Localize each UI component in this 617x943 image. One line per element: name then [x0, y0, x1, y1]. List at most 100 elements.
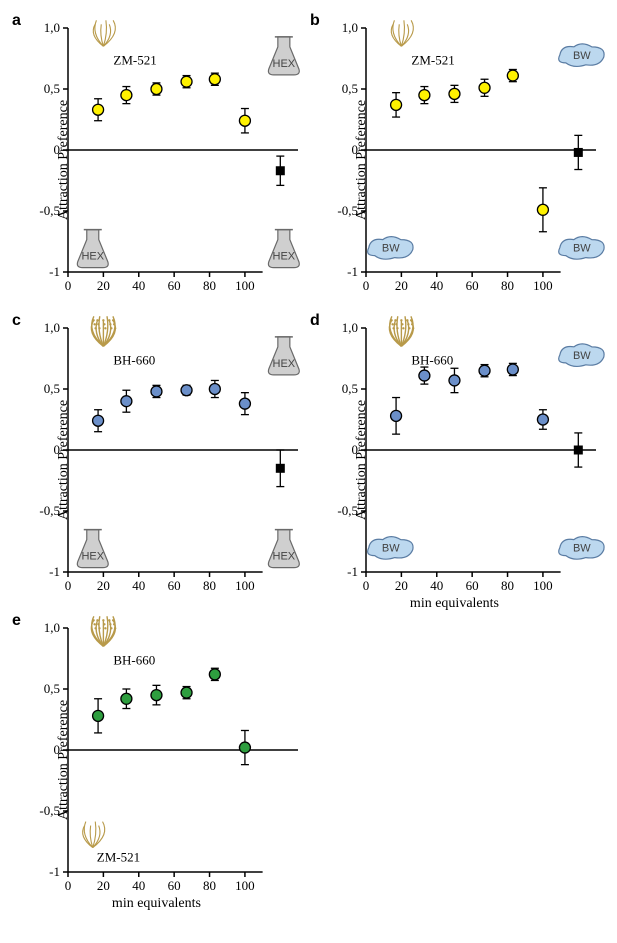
data-point — [93, 710, 104, 721]
svg-text:60: 60 — [466, 578, 479, 593]
data-point — [181, 385, 192, 396]
panel-b: bAttraction Preference-1-0,500,51,002040… — [308, 10, 606, 310]
svg-text:20: 20 — [97, 278, 110, 293]
panel-label: b — [310, 12, 320, 30]
data-point — [239, 398, 250, 409]
water-icon: BW — [559, 344, 604, 367]
svg-text:0: 0 — [363, 278, 370, 293]
control-point — [574, 446, 583, 455]
grass-icon — [91, 616, 116, 646]
svg-text:60: 60 — [168, 278, 181, 293]
data-point — [209, 74, 220, 85]
svg-text:BW: BW — [573, 543, 591, 555]
data-point — [151, 386, 162, 397]
svg-text:60: 60 — [168, 578, 181, 593]
svg-text:100: 100 — [235, 578, 255, 593]
svg-text:40: 40 — [132, 278, 145, 293]
data-point — [537, 414, 548, 425]
data-point — [419, 370, 430, 381]
flask-icon: HEX — [268, 530, 299, 568]
y-axis-label: Attraction Preference — [354, 100, 370, 220]
svg-text:0: 0 — [65, 578, 72, 593]
svg-text:1,0: 1,0 — [342, 320, 358, 335]
svg-text:100: 100 — [533, 578, 553, 593]
data-point — [151, 690, 162, 701]
x-axis-label: min equivalents — [112, 896, 201, 912]
svg-text:20: 20 — [97, 578, 110, 593]
svg-text:-1: -1 — [347, 564, 358, 579]
y-axis-label: Attraction Preference — [354, 400, 370, 520]
grass-icon — [93, 20, 115, 46]
data-point — [181, 687, 192, 698]
data-point — [479, 82, 490, 93]
water-icon: BW — [368, 237, 413, 260]
data-point — [209, 669, 220, 680]
water-icon: BW — [559, 44, 604, 67]
svg-text:1,0: 1,0 — [44, 620, 60, 635]
water-icon: BW — [559, 537, 604, 560]
y-axis-label: Attraction Preference — [56, 700, 72, 820]
svg-text:60: 60 — [466, 278, 479, 293]
panel-label: d — [310, 312, 320, 330]
svg-text:0,5: 0,5 — [342, 81, 358, 96]
svg-text:-1: -1 — [49, 564, 60, 579]
y-axis-label: Attraction Preference — [56, 400, 72, 520]
panel-label: e — [12, 612, 21, 630]
flask-icon: HEX — [268, 230, 299, 268]
series-label: BH-660 — [113, 652, 155, 667]
svg-text:0,5: 0,5 — [342, 381, 358, 396]
water-icon: BW — [559, 237, 604, 260]
data-point — [449, 88, 460, 99]
data-point — [181, 76, 192, 87]
y-axis-label: Attraction Preference — [56, 100, 72, 220]
svg-text:40: 40 — [132, 878, 145, 893]
svg-text:BW: BW — [573, 243, 591, 255]
control-point — [276, 166, 285, 175]
svg-text:0: 0 — [363, 578, 370, 593]
svg-text:100: 100 — [235, 278, 255, 293]
series-label: ZM-521 — [113, 52, 156, 67]
data-point — [121, 693, 132, 704]
svg-text:80: 80 — [203, 278, 216, 293]
flask-icon: HEX — [268, 37, 299, 75]
control-point — [574, 148, 583, 157]
svg-text:BW: BW — [573, 350, 591, 362]
svg-text:80: 80 — [203, 578, 216, 593]
svg-text:BW: BW — [573, 50, 591, 62]
data-point — [419, 90, 430, 101]
svg-text:0,5: 0,5 — [44, 81, 60, 96]
svg-text:60: 60 — [168, 878, 181, 893]
data-point — [449, 375, 460, 386]
svg-text:HEX: HEX — [273, 251, 296, 263]
svg-text:40: 40 — [132, 578, 145, 593]
svg-text:1,0: 1,0 — [44, 320, 60, 335]
svg-text:100: 100 — [235, 878, 255, 893]
data-point — [239, 115, 250, 126]
grass-icon: ZM-521 — [83, 822, 140, 865]
grass-icon — [389, 316, 414, 346]
data-point — [507, 70, 518, 81]
svg-text:0,5: 0,5 — [44, 681, 60, 696]
panel-label: c — [12, 312, 21, 330]
svg-text:ZM-521: ZM-521 — [97, 850, 140, 865]
flask-icon: HEX — [77, 530, 108, 568]
flask-icon: HEX — [268, 337, 299, 375]
series-label: BH-660 — [411, 352, 453, 367]
data-point — [537, 204, 548, 215]
series-label: BH-660 — [113, 352, 155, 367]
svg-text:HEX: HEX — [81, 551, 104, 563]
panel-label: a — [12, 12, 21, 30]
svg-text:0: 0 — [65, 878, 72, 893]
svg-text:20: 20 — [97, 878, 110, 893]
svg-text:100: 100 — [533, 278, 553, 293]
svg-text:-1: -1 — [49, 864, 60, 879]
svg-text:20: 20 — [395, 278, 408, 293]
svg-text:0,5: 0,5 — [44, 381, 60, 396]
data-point — [93, 104, 104, 115]
svg-text:-1: -1 — [347, 264, 358, 279]
data-point — [391, 99, 402, 110]
panel-a: aAttraction Preference-1-0,500,51,002040… — [10, 10, 308, 310]
svg-text:BW: BW — [382, 543, 400, 555]
svg-text:HEX: HEX — [273, 58, 296, 70]
svg-text:80: 80 — [203, 878, 216, 893]
